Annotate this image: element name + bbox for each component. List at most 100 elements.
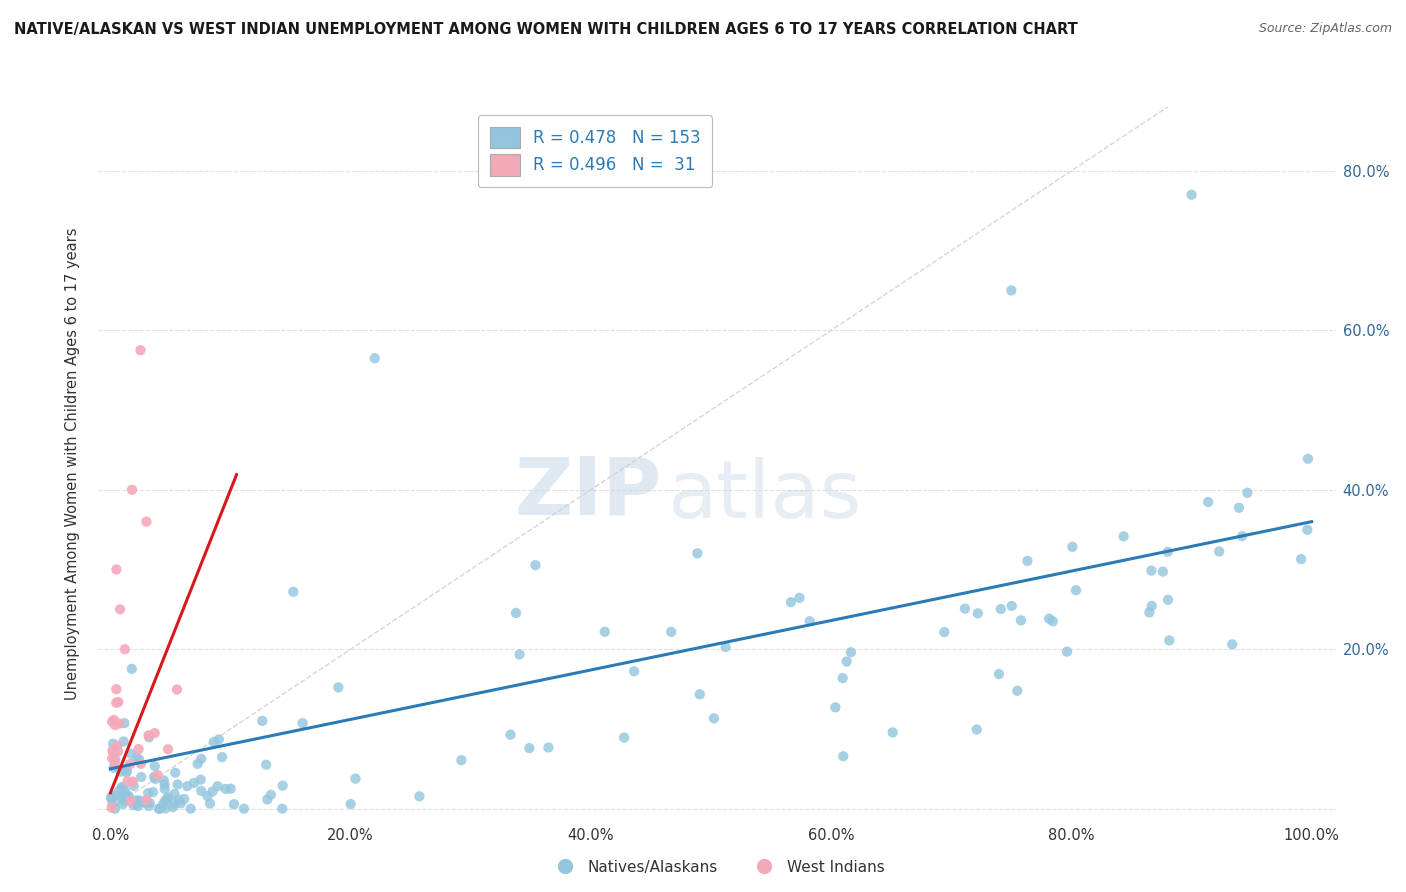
Point: [117, 789, 139, 803]
Point: [107, 695, 129, 709]
Point: [517, 741, 540, 756]
Point: [115, 789, 138, 804]
Point: [198, 797, 221, 811]
Point: [104, 718, 127, 732]
Point: [1064, 583, 1087, 598]
Point: [153, 781, 176, 796]
Point: [120, 757, 142, 772]
Point: [207, 779, 229, 793]
Point: [120, 794, 142, 808]
Point: [1197, 495, 1219, 509]
Point: [339, 797, 361, 811]
Point: [283, 584, 305, 599]
Point: [115, 789, 138, 803]
Point: [122, 798, 145, 813]
Point: [1017, 554, 1039, 568]
Point: [623, 665, 645, 679]
Point: [835, 655, 858, 669]
Point: [104, 753, 127, 767]
Point: [120, 747, 142, 761]
Point: [115, 764, 138, 778]
Point: [100, 792, 122, 806]
Point: [121, 483, 143, 497]
Point: [149, 802, 172, 816]
Point: [839, 645, 862, 659]
Point: [686, 546, 709, 560]
Point: [832, 749, 855, 764]
Point: [499, 728, 522, 742]
Point: [1056, 644, 1078, 658]
Point: [190, 752, 212, 766]
Point: [128, 742, 150, 756]
Point: [117, 790, 139, 805]
Point: [143, 770, 166, 784]
Point: [197, 789, 219, 803]
Point: [101, 714, 124, 729]
Point: [1140, 599, 1163, 613]
Point: [104, 802, 127, 816]
Point: [153, 778, 176, 792]
Point: [155, 801, 177, 815]
Point: [156, 792, 179, 806]
Point: [103, 713, 125, 727]
Point: [128, 752, 150, 766]
Point: [138, 731, 160, 745]
Point: [110, 791, 132, 805]
Point: [129, 770, 152, 784]
Point: [1227, 500, 1250, 515]
Point: [1289, 552, 1312, 566]
Point: [105, 739, 128, 753]
Point: [714, 640, 737, 655]
Point: [173, 792, 195, 806]
Text: Source: ZipAtlas.com: Source: ZipAtlas.com: [1258, 22, 1392, 36]
Point: [190, 784, 212, 798]
Point: [114, 793, 136, 807]
Point: [831, 671, 853, 685]
Point: [1042, 614, 1064, 628]
Point: [122, 779, 145, 793]
Point: [537, 740, 560, 755]
Point: [208, 732, 231, 747]
Point: [271, 779, 294, 793]
Point: [232, 802, 254, 816]
Point: [129, 343, 152, 358]
Point: [1159, 633, 1181, 648]
Point: [613, 731, 636, 745]
Point: [180, 802, 202, 816]
Point: [162, 800, 184, 814]
Point: [170, 797, 193, 811]
Point: [138, 799, 160, 814]
Point: [114, 642, 136, 657]
Point: [789, 591, 811, 605]
Point: [121, 662, 143, 676]
Point: [142, 785, 165, 799]
Point: [408, 789, 430, 804]
Point: [166, 778, 188, 792]
Legend: Natives/Alaskans, West Indians: Natives/Alaskans, West Indians: [544, 854, 890, 880]
Point: [824, 700, 846, 714]
Point: [987, 667, 1010, 681]
Point: [100, 789, 122, 804]
Point: [125, 750, 148, 764]
Point: [135, 793, 157, 807]
Point: [138, 728, 160, 742]
Point: [219, 781, 242, 796]
Point: [121, 774, 143, 789]
Point: [103, 746, 125, 760]
Point: [450, 753, 472, 767]
Point: [115, 765, 138, 780]
Point: [505, 606, 527, 620]
Point: [107, 744, 129, 758]
Point: [125, 797, 148, 812]
Point: [156, 742, 179, 756]
Point: [183, 776, 205, 790]
Point: [1180, 187, 1202, 202]
Point: [101, 751, 124, 765]
Point: [1157, 592, 1180, 607]
Point: [136, 786, 159, 800]
Point: [256, 792, 278, 806]
Point: [110, 764, 132, 779]
Point: [252, 714, 274, 728]
Point: [135, 796, 157, 810]
Point: [211, 750, 233, 764]
